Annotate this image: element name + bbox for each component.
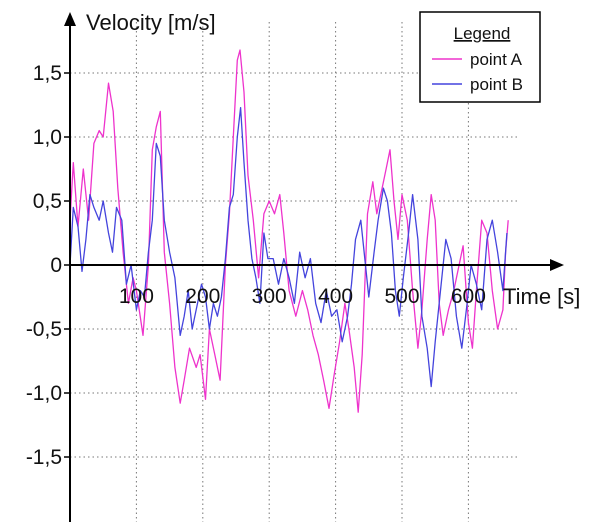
y-axis-title: Velocity [m/s]	[86, 10, 216, 35]
series-layer	[69, 49, 509, 413]
x-tick-label-0: 100	[119, 285, 154, 308]
legend-label-point-a: point A	[470, 50, 523, 69]
legend-box	[419, 11, 541, 103]
y-tick-label-1: 1,0	[33, 126, 62, 149]
y-axis-arrow	[64, 12, 76, 26]
y-tick-label-2: 0,5	[33, 190, 62, 213]
x-tick-label-2: 300	[252, 285, 287, 308]
legend: Legend point A point B	[419, 11, 541, 103]
tick-labels: 1,5 1,0 0,5 0 -0,5 -1,0 -1,5 100 200 300 400 500 600	[26, 62, 486, 469]
x-tick-label-5: 600	[451, 285, 486, 308]
legend-label-point-b: point B	[470, 75, 523, 94]
y-tick-label-6: -1,5	[26, 446, 62, 469]
series-line-point-a	[69, 49, 509, 413]
x-tick-label-1: 200	[185, 285, 220, 308]
x-tick-label-3: 400	[318, 285, 353, 308]
y-tick-label-4: -0,5	[26, 318, 62, 341]
series-line-point-b	[69, 106, 508, 388]
x-axis-arrow	[550, 259, 564, 271]
y-tick-label-3: 0	[50, 254, 62, 277]
x-tick-label-4: 500	[384, 285, 419, 308]
y-tick-label-5: -1,0	[26, 382, 62, 405]
legend-title: Legend	[454, 24, 511, 43]
x-axis-title: Time [s]	[503, 284, 580, 309]
y-tick-label-0: 1,5	[33, 62, 62, 85]
axes	[64, 12, 564, 522]
